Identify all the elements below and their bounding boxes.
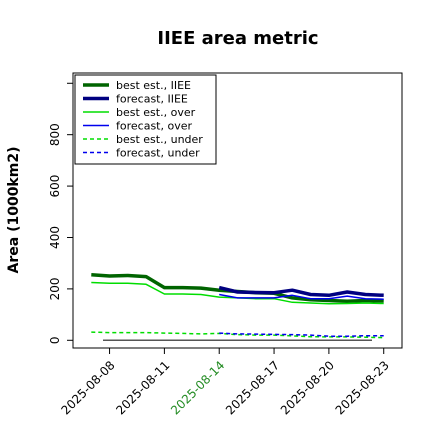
y-tick-label: 200 xyxy=(48,277,62,300)
y-tick-label: 600 xyxy=(48,175,62,198)
y-tick-label: 400 xyxy=(48,226,62,249)
x-tick-label: 2025-08-14 xyxy=(168,358,227,417)
x-tick-label: 2025-08-11 xyxy=(113,358,172,417)
y-axis-title: Area (1000km2) xyxy=(6,147,22,274)
series-line-3 xyxy=(219,293,384,300)
x-tick-label: 2025-08-17 xyxy=(223,358,282,417)
plot-area xyxy=(72,72,403,349)
chart-title: IIEE area metric xyxy=(157,28,318,49)
legend-label: best est., over xyxy=(116,106,196,119)
legend-box xyxy=(74,74,217,165)
series-line-1 xyxy=(218,285,384,298)
x-axis: 2025-08-082025-08-112025-08-142025-08-17… xyxy=(58,348,392,417)
x-tick-label: 2025-08-20 xyxy=(278,358,337,417)
y-tick-label: 0 xyxy=(48,336,62,344)
y-axis: 0 200 400 600 800 xyxy=(48,82,73,344)
series-layer xyxy=(91,273,384,339)
x-tick-label: 2025-08-23 xyxy=(333,358,392,417)
legend-label: forecast, IIEE xyxy=(116,93,188,106)
x-tick-label: 2025-08-08 xyxy=(58,358,117,417)
legend-label: best est., under xyxy=(116,133,203,146)
legend-label: best est., IIEE xyxy=(116,79,191,92)
y-tick-label: 800 xyxy=(48,123,62,146)
plot-frame xyxy=(72,72,403,349)
legend-label: forecast, under xyxy=(116,147,200,160)
legend-label: forecast, over xyxy=(116,120,192,133)
